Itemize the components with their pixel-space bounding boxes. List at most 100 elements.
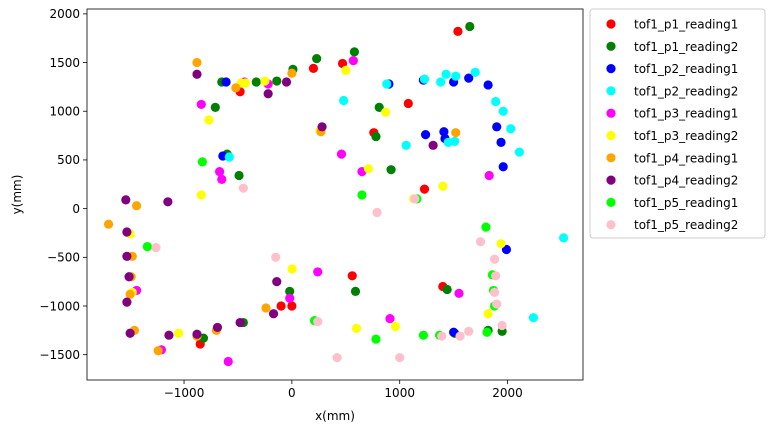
legend-marker (606, 220, 616, 230)
x-tick-label: 0 (288, 386, 296, 400)
legend-label: tof1_p5_reading1 (634, 196, 738, 210)
x-tick-label: 2000 (492, 386, 523, 400)
data-point (385, 314, 395, 324)
y-tick-label: 0 (72, 202, 80, 216)
data-point (164, 330, 174, 340)
y-tick-label: 2000 (49, 7, 80, 21)
data-point (348, 56, 358, 66)
data-point (251, 77, 261, 87)
data-point (374, 102, 384, 112)
data-point (382, 79, 392, 89)
data-point (238, 183, 248, 193)
data-point (482, 327, 492, 337)
data-point (142, 241, 152, 252)
data-point (419, 74, 430, 84)
data-point (438, 181, 448, 191)
data-point (192, 69, 202, 79)
data-point (313, 316, 323, 327)
data-point (372, 207, 382, 218)
x-axis-label: x(mm) (315, 409, 355, 423)
data-point (443, 137, 453, 148)
data-point (287, 264, 297, 274)
data-point (332, 353, 342, 363)
data-point (268, 309, 279, 319)
data-point (285, 286, 295, 296)
data-point (492, 299, 502, 309)
data-point (337, 58, 348, 69)
legend-label: tof1_p2_reading1 (634, 62, 738, 76)
data-point (341, 65, 351, 75)
data-point (122, 227, 132, 237)
data-point (419, 184, 430, 194)
data-point (491, 271, 501, 281)
data-point (453, 26, 463, 36)
data-point (484, 170, 494, 181)
data-point (125, 328, 135, 338)
data-point (395, 353, 405, 363)
data-point (464, 73, 474, 83)
data-point (558, 233, 569, 243)
data-point (371, 334, 381, 344)
data-point (240, 78, 251, 88)
data-point (501, 244, 512, 255)
data-point (217, 174, 227, 185)
data-point (312, 54, 322, 64)
data-point (498, 106, 508, 116)
data-point (196, 190, 206, 200)
data-point (371, 131, 381, 142)
data-point (428, 140, 438, 150)
data-point (261, 303, 271, 313)
data-point (489, 287, 500, 297)
data-point (528, 313, 539, 323)
data-point (349, 47, 360, 57)
data-point (497, 320, 507, 331)
data-point (260, 76, 270, 86)
data-point (163, 197, 173, 207)
data-point (363, 164, 374, 174)
legend-marker (606, 197, 616, 207)
data-point (410, 194, 420, 204)
data-point (436, 77, 446, 87)
data-point (223, 356, 233, 367)
y-axis-label: y(mm) (10, 175, 24, 215)
data-point (197, 157, 207, 167)
x-tick-label: −1000 (164, 386, 205, 400)
legend-marker (606, 130, 616, 141)
data-point (350, 286, 361, 296)
data-point (514, 147, 524, 157)
data-point (390, 321, 400, 332)
data-point (339, 95, 349, 106)
legend-label: tof1_p3_reading1 (634, 107, 738, 121)
data-point (235, 317, 245, 328)
data-point (317, 122, 327, 132)
data-point (281, 77, 292, 87)
data-point (215, 167, 225, 177)
legend: tof1_p1_reading1 tof1_p1_reading2 tof1_p2_… (589, 8, 766, 239)
data-point (418, 330, 429, 340)
data-point (491, 96, 501, 107)
data-point (153, 346, 163, 356)
data-point (122, 251, 132, 261)
data-point (401, 140, 411, 150)
legend-label: tof1_p3_reading2 (634, 129, 738, 143)
data-point (381, 107, 391, 117)
legend-label: tof1_p5_reading2 (634, 218, 738, 232)
legend-marker (606, 41, 616, 51)
data-point (439, 127, 449, 137)
data-point (221, 77, 231, 87)
data-point (357, 190, 367, 200)
data-point (455, 331, 465, 341)
y-tick-label: −500 (47, 251, 80, 265)
data-point (496, 239, 506, 249)
data-point (351, 323, 362, 333)
data-point (403, 98, 413, 109)
data-point (192, 57, 202, 68)
ticks-layer: −1000 0 1000 2000 −1500 −1000 −500 0 500 1000 1500… (39, 7, 522, 400)
legend-label: tof1_p4_reading1 (634, 151, 738, 165)
axes-frame (86, 8, 584, 381)
y-tick-label: 1000 (49, 105, 80, 119)
points-layer (103, 21, 569, 367)
data-point (122, 297, 132, 307)
data-point (125, 289, 135, 299)
